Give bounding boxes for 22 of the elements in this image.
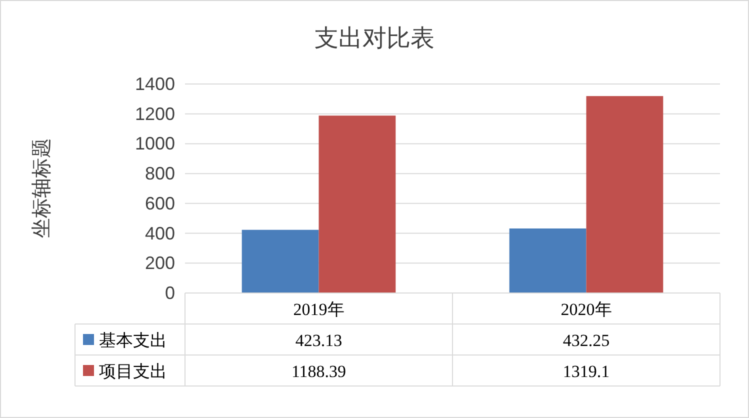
data-label: 1188.39	[291, 362, 346, 381]
chart-title: 支出对比表	[314, 26, 434, 52]
y-tick-label: 0	[164, 283, 175, 303]
y-tick-label: 400	[144, 223, 175, 244]
x-tick-label: 2020年	[560, 300, 612, 319]
y-axis-title: 坐标轴标题	[31, 138, 53, 238]
y-tick-label: 1400	[134, 74, 175, 94]
data-label: 432.25	[562, 331, 610, 350]
y-tick-label: 200	[144, 253, 175, 274]
bar	[509, 228, 586, 293]
y-tick-label: 1200	[134, 104, 175, 124]
data-label: 423.13	[295, 331, 342, 350]
y-tick-label: 600	[144, 193, 175, 214]
bar	[586, 96, 664, 293]
legend-label: 项目支出	[99, 362, 167, 381]
y-tick-label: 1000	[134, 134, 175, 154]
legend-label: 基本支出	[99, 331, 167, 350]
bar	[318, 116, 396, 293]
bar	[242, 230, 319, 293]
y-tick-label: 800	[144, 164, 175, 184]
data-label: 1319.1	[562, 362, 610, 381]
x-tick-label: 2019年	[293, 300, 344, 319]
